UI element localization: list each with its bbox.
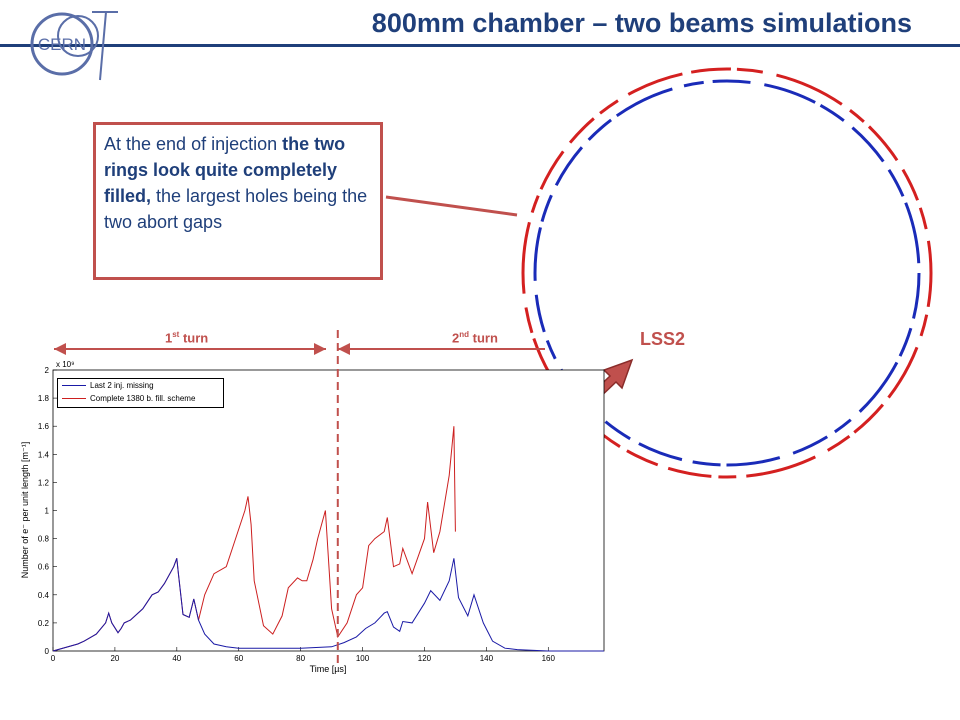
legend-swatch-red [62,398,86,399]
electron-density-chart: 0 20 40 60 80 100 120 140 160 0 0.2 0.4 0.6 0.8 1 1.2 1.… [20,330,605,674]
x-tick-label-6: 120 [418,654,432,663]
second-turn-label: 2nd turn [452,330,498,346]
callout-box: At the end of injection the two rings lo… [93,122,383,280]
y-tick-label-8: 1.6 [38,422,50,431]
y-tick-label-0: 0 [45,647,50,656]
plot-frame [52,369,605,652]
x-tick-label-5: 100 [356,654,370,663]
header-rule [0,44,960,47]
series-line-0 [52,558,604,652]
inner-ring-blue [533,79,921,467]
first-turn-arrowhead-left [54,343,66,355]
x-tick-label-1: 20 [110,654,119,663]
y-tick-label-5: 1 [45,507,50,516]
y-tick-label-4: 0.8 [38,535,50,544]
logo-text: CERN [38,35,86,54]
cern-logo: CERN [30,11,118,81]
chart-legend: Last 2 inj. missing Complete 1380 b. fil… [57,378,224,408]
y-multiplier: x 10⁹ [56,360,75,369]
x-tick-label-4: 80 [296,654,305,663]
y-tick-label-1: 0.2 [38,619,50,628]
x-tick-label-0: 0 [51,654,56,663]
first-turn-label: 1st turn [165,330,209,346]
legend-item-blue: Last 2 inj. missing [58,379,223,392]
x-tick-label-3: 60 [234,654,243,663]
y-tick-label-7: 1.4 [38,450,50,459]
y-tick-label-10: 2 [45,366,50,375]
first-turn-arrowhead-right [314,343,326,355]
y-tick-label-3: 0.6 [38,563,50,572]
page-title: 800mm chamber – two beams simulations [361,8,922,39]
y-tick-label-2: 0.4 [38,591,50,600]
callout-text-2: the two rings look quite completely fill… [104,134,346,206]
x-tick-label-7: 140 [480,654,494,663]
outer-ring-red [521,67,933,479]
lss2-label: LSS2 [640,329,686,349]
x-tick-label-2: 40 [172,654,181,663]
callout-text-3: the largest holes being the two abort ga… [104,186,368,232]
legend-swatch-blue [62,385,86,386]
x-tick-label-8: 160 [542,654,556,663]
callout-pointer-line [385,195,518,217]
callout-text-1: At the end of injection [104,134,283,154]
y-tick-label-9: 1.8 [38,394,50,403]
x-axis-label: Time [µs] [310,664,347,674]
second-turn-arrowhead [338,343,350,355]
legend-item-red: Complete 1380 b. fill. scheme [58,392,223,405]
y-tick-label-6: 1.2 [38,478,50,487]
y-axis-label: Number of e⁻ per unit length [m⁻¹] [20,442,30,579]
